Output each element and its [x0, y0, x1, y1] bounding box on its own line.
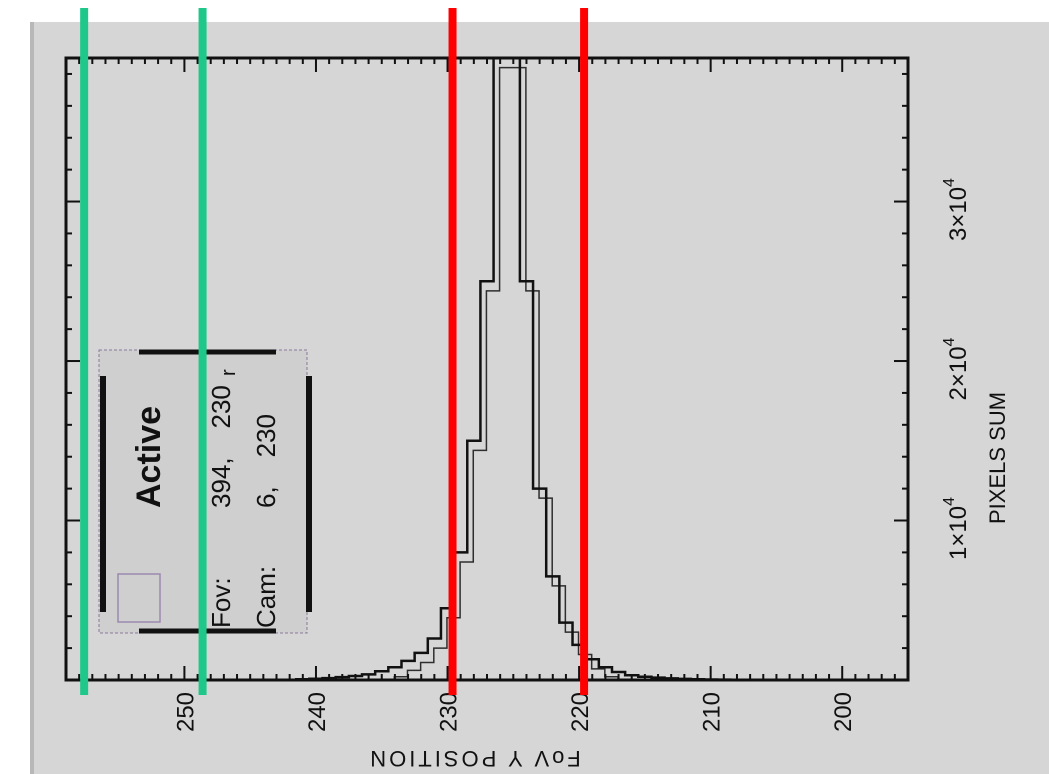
x-tick-label: 220: [567, 692, 594, 732]
scan-edge: [30, 22, 34, 774]
x-tick-label: 200: [830, 692, 857, 732]
legend-cam-label: Cam:: [251, 566, 281, 628]
y-tick-mantissa: 2×10: [945, 346, 972, 400]
data-series: [283, 56, 750, 682]
x-tick-label: 250: [172, 692, 199, 732]
overlay-marker-lines: [80, 8, 589, 695]
overlay-line: [80, 8, 89, 695]
legend-fov-value: 394, 230: [206, 385, 236, 508]
overlay-line: [448, 8, 457, 695]
overlay-line: [580, 8, 589, 695]
x-tick-label: 210: [699, 692, 726, 732]
legend-cam-value: 6, 230: [251, 414, 281, 508]
y-tick-label: 3×104: [941, 178, 972, 241]
y-tick-exponent: 4: [941, 178, 958, 187]
x-tick-label: 230: [436, 692, 463, 732]
y-axis-title: PIXELS SUM: [985, 392, 1010, 524]
histogram-steps: [283, 56, 744, 682]
y-tick-exponent: 4: [941, 337, 958, 346]
overlay-line: [198, 8, 207, 695]
y-tick-mantissa: 1×10: [945, 506, 972, 560]
x-axis-title: FoV Y POSITION: [367, 746, 581, 771]
axis-ticks: [66, 58, 908, 680]
legend-title: Active: [130, 406, 168, 508]
x-tick-label: 240: [304, 692, 331, 732]
histogram-steps-inner: [289, 66, 750, 681]
legend-fov-label: Fov:: [206, 577, 236, 628]
y-tick-mantissa: 3×10: [945, 187, 972, 241]
legend-thumbnail: [117, 573, 161, 623]
legend-marker: r: [218, 369, 240, 376]
y-tick-label: 1×104: [941, 497, 972, 560]
x-tick-labels: 250 240 230 220 210 200: [172, 692, 857, 732]
y-tick-label: 2×104: [941, 337, 972, 400]
y-tick-exponent: 4: [941, 497, 958, 506]
